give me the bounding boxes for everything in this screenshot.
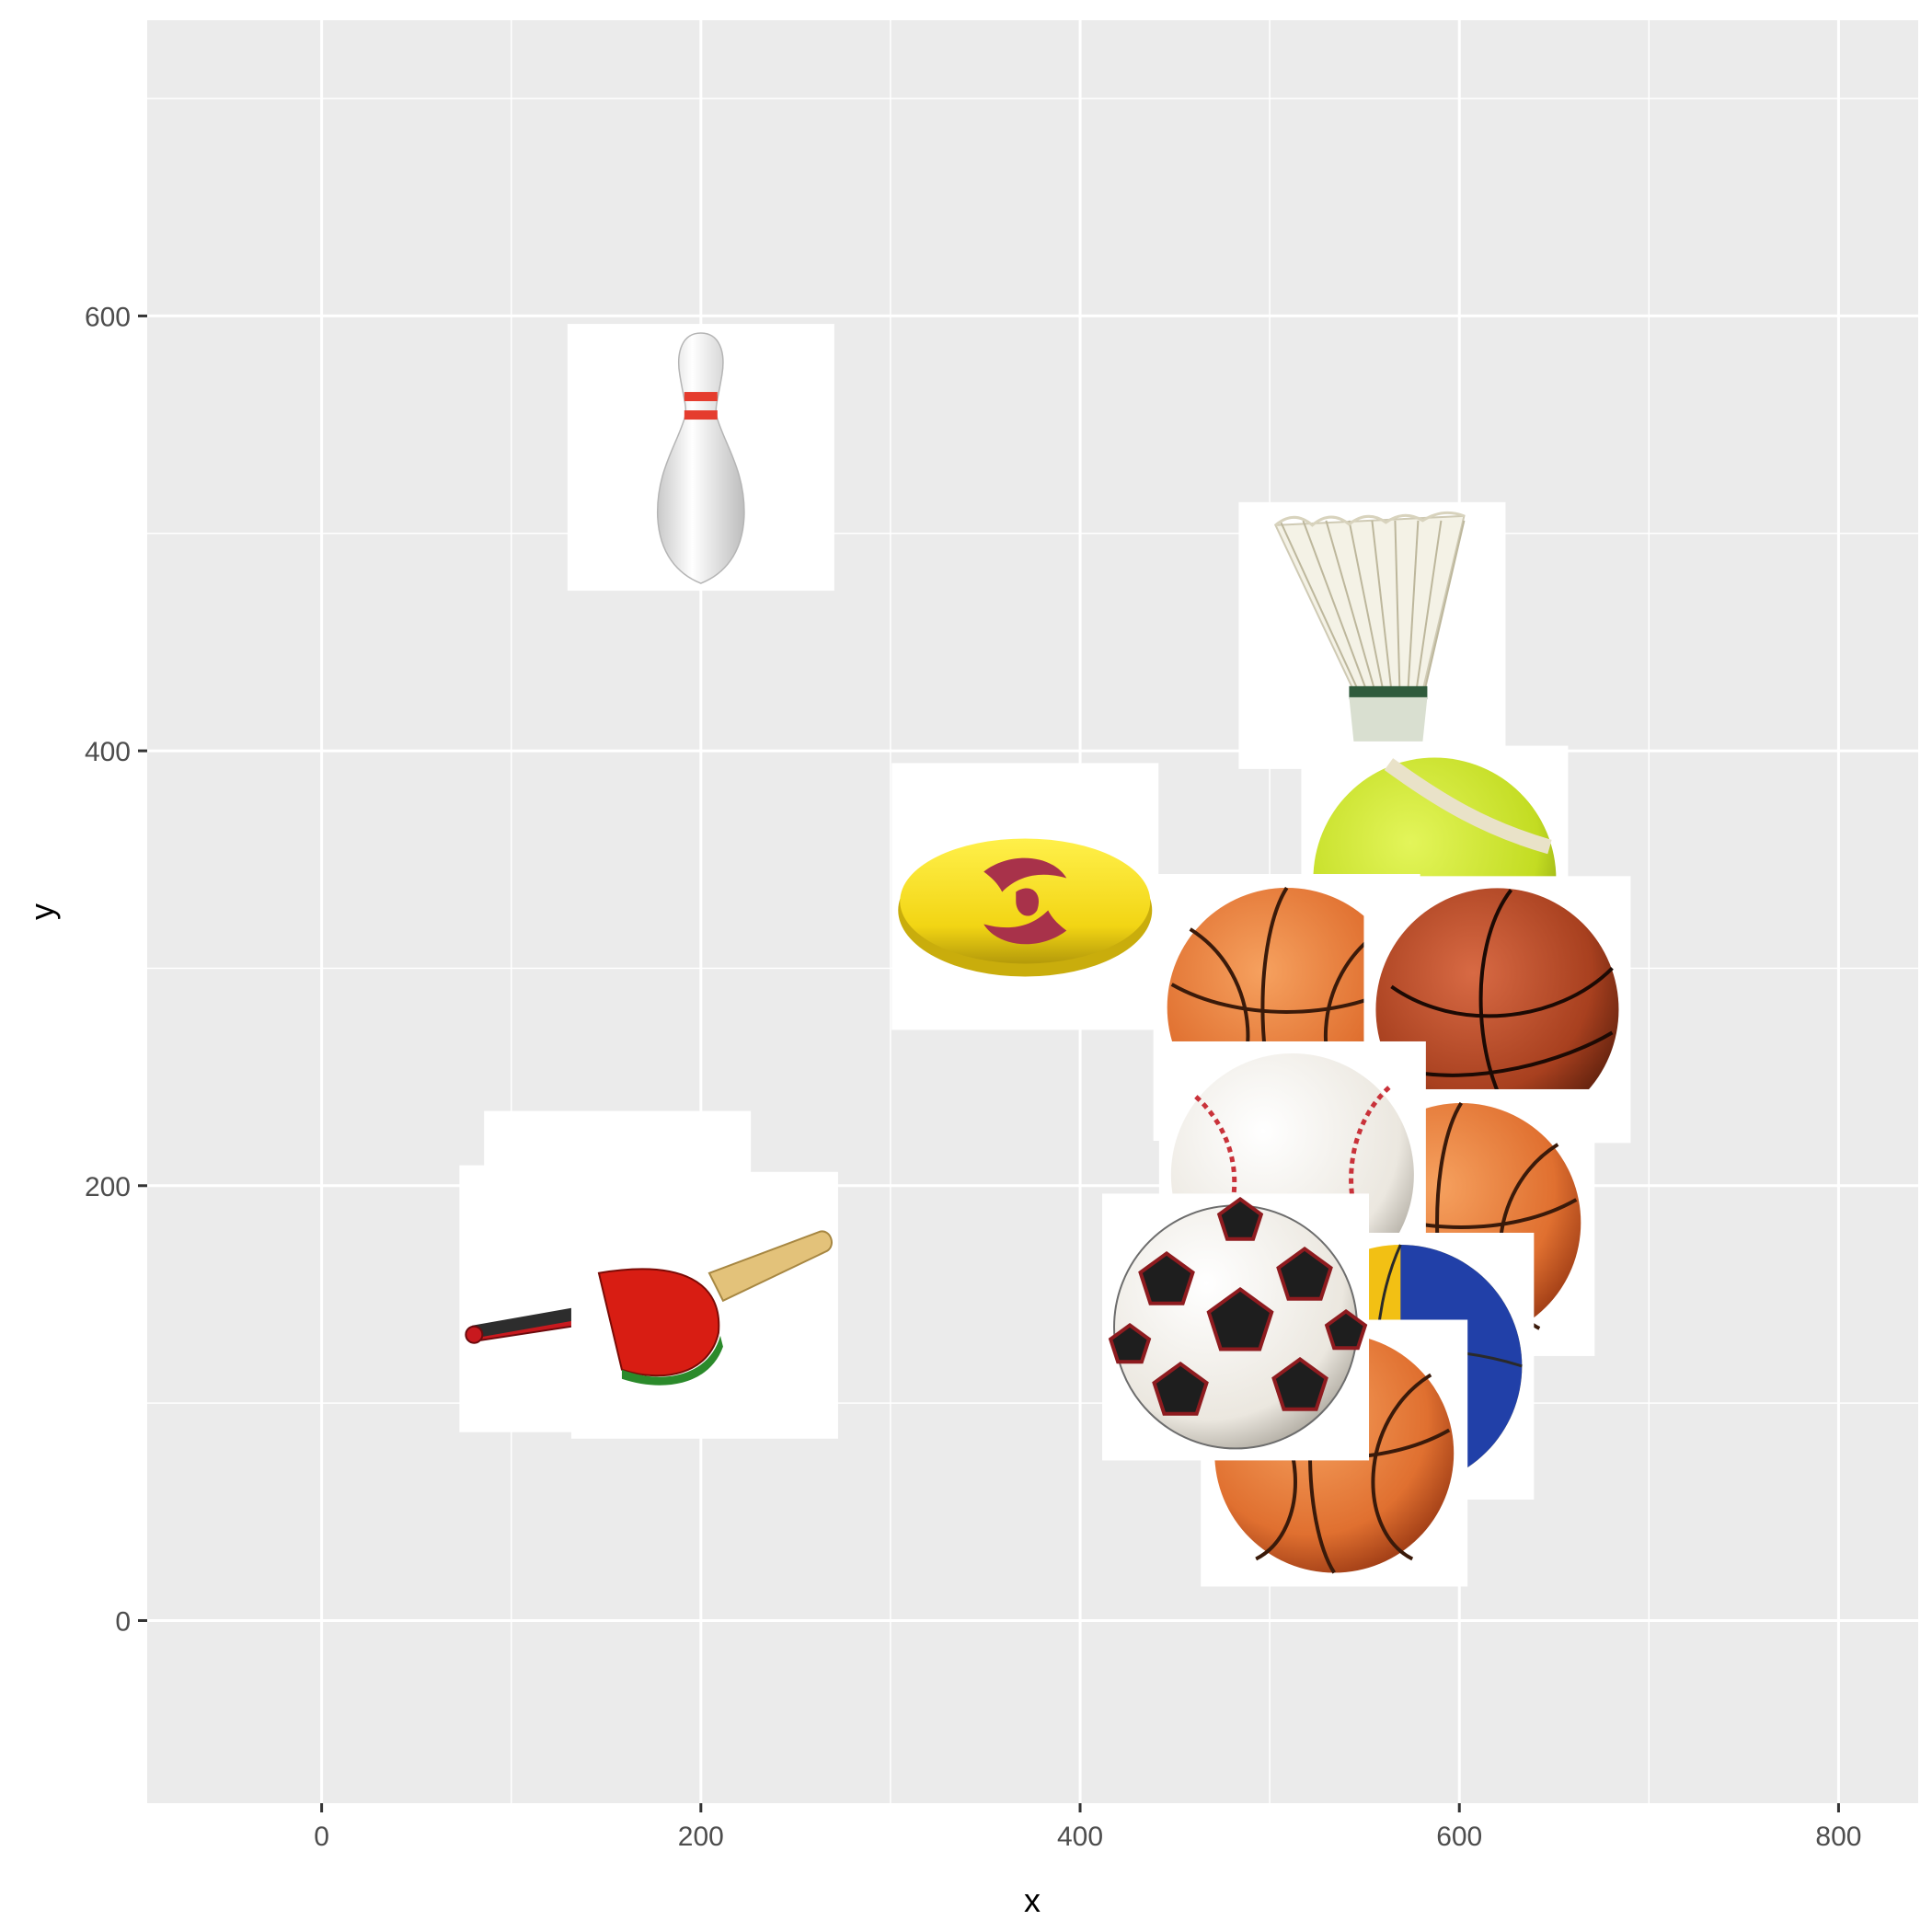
grid-major-lines <box>147 20 1918 1803</box>
frisbee-icon <box>891 763 1159 1030</box>
y-tick-label: 200 <box>85 1172 131 1202</box>
soccer-ball-icon <box>1102 1193 1370 1461</box>
y-axis-title: y <box>23 903 61 920</box>
x-tick-label: 0 <box>314 1822 329 1852</box>
y-axis: 0 200 400 600 <box>85 302 147 1637</box>
x-tick-label: 400 <box>1057 1822 1103 1852</box>
y-tick-label: 600 <box>85 302 131 332</box>
x-tick-label: 800 <box>1815 1822 1861 1852</box>
y-tick-label: 400 <box>85 737 131 767</box>
x-axis: 0 200 400 600 800 <box>314 1803 1861 1852</box>
x-tick-label: 600 <box>1436 1822 1482 1852</box>
shuttlecock-icon <box>1238 501 1506 769</box>
x-tick-label: 200 <box>678 1822 724 1852</box>
bowling-pin-icon <box>567 324 834 592</box>
ping-pong-paddle-icon <box>570 1171 838 1439</box>
data-points <box>459 324 1631 1587</box>
y-tick-label: 0 <box>115 1606 131 1637</box>
x-axis-title: x <box>1024 1881 1041 1919</box>
